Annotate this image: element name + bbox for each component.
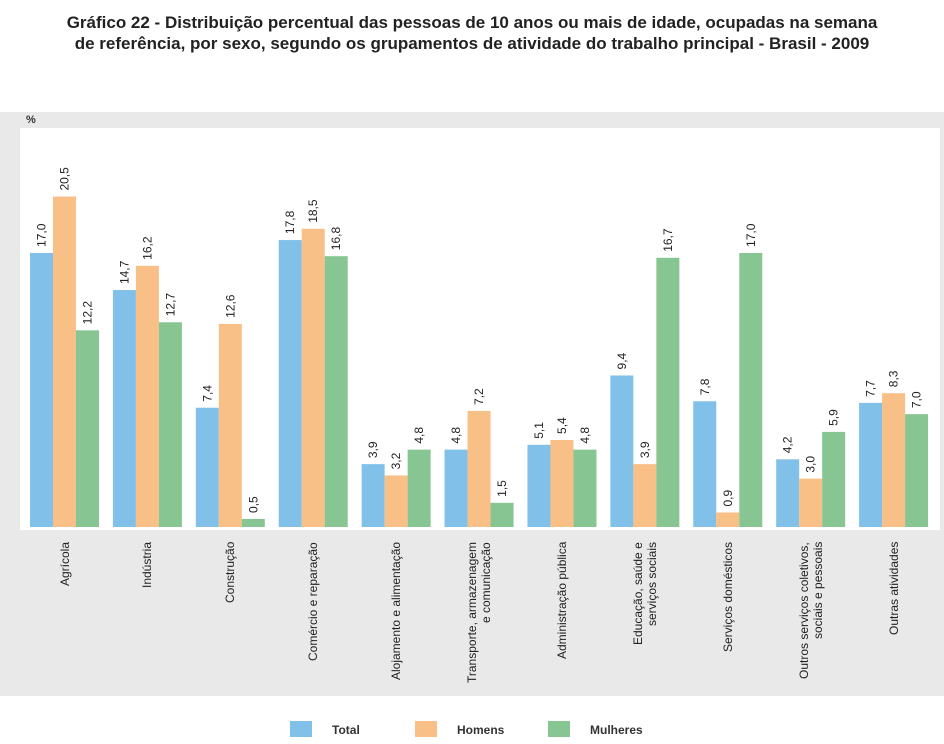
bar: [693, 401, 717, 527]
x-tick-label: Outros serviços coletivos, sociais e pes…: [796, 542, 825, 679]
value-label: 1,5: [495, 480, 509, 497]
value-label: 3,9: [366, 441, 380, 458]
value-label: 3,2: [389, 452, 403, 469]
bar: [716, 512, 740, 527]
value-label: 9,4: [615, 352, 629, 369]
bar: [776, 459, 800, 527]
x-tick-label: Serviços domésticos: [720, 542, 735, 653]
value-label: 0,9: [721, 489, 735, 506]
value-label: 17,8: [283, 210, 297, 234]
bar: [882, 393, 906, 527]
bar: [905, 414, 929, 527]
bar: [324, 256, 348, 527]
legend-swatch: [290, 721, 312, 737]
bar: [444, 449, 468, 527]
chart-title: Gráfico 22 - Distribuição percentual das…: [66, 13, 878, 53]
bar: [490, 502, 514, 527]
value-label: 4,8: [578, 427, 592, 444]
bar: [573, 449, 597, 527]
value-label: 20,5: [58, 167, 72, 191]
value-label: 3,9: [638, 441, 652, 458]
bar: [135, 265, 159, 527]
x-tick-label: Comércio e reparação: [306, 542, 321, 661]
value-label: 17,0: [744, 223, 758, 247]
bar: [610, 375, 634, 527]
value-label: 17,0: [35, 223, 49, 247]
value-label: 12,7: [163, 293, 177, 317]
value-label: 4,2: [781, 436, 795, 453]
bar: [158, 322, 182, 527]
value-label: 14,7: [117, 260, 131, 284]
value-label: 12,6: [223, 294, 237, 318]
bar: [407, 449, 431, 527]
x-tick-label: Agrícola: [57, 542, 72, 587]
bar: [633, 464, 657, 527]
value-label: 7,8: [698, 378, 712, 395]
x-tick-label: Outras atividades: [886, 542, 901, 636]
value-label: 8,3: [887, 370, 901, 387]
value-label: 7,7: [864, 380, 878, 397]
value-label: 4,8: [412, 427, 426, 444]
legend-label: Mulheres: [590, 723, 643, 737]
x-tick-label: Educação, saúde e serviços sociais: [630, 542, 659, 645]
value-label: 12,2: [81, 301, 95, 325]
bar: [656, 257, 680, 527]
bar: [76, 330, 99, 527]
bar: [361, 464, 385, 527]
value-label: 7,4: [200, 385, 214, 402]
value-label: 18,5: [306, 199, 320, 223]
bar: [859, 402, 883, 527]
bar: [218, 323, 242, 527]
x-tick-label: Administração pública: [554, 542, 569, 660]
value-label: 5,4: [555, 417, 569, 434]
bar: [550, 439, 574, 527]
legend-label: Total: [332, 723, 360, 737]
bar: [822, 431, 846, 527]
bar: [112, 290, 136, 527]
bar: [53, 196, 76, 528]
value-label: 5,9: [827, 409, 841, 426]
value-label: 7,0: [910, 391, 924, 408]
legend-swatch: [548, 721, 570, 737]
y-axis-label: %: [26, 114, 36, 126]
value-label: 16,2: [140, 236, 154, 260]
bar: [384, 475, 408, 527]
bar: [30, 252, 53, 527]
value-label: 3,0: [804, 456, 818, 473]
bar: [241, 518, 265, 527]
bar: [467, 410, 491, 527]
bar: [278, 240, 302, 527]
value-label: 0,5: [246, 496, 260, 513]
bar: [799, 478, 823, 527]
value-label: 4,8: [449, 427, 463, 444]
bar: [527, 444, 551, 527]
bar: [195, 407, 219, 527]
bar: [739, 252, 763, 527]
x-tick-label: Transporte, armazenagem e comunicação: [465, 542, 494, 683]
legend-label: Homens: [457, 723, 505, 737]
value-label: 16,8: [329, 227, 343, 251]
x-tick-label: Alojamento e alimentação: [389, 542, 404, 681]
value-label: 5,1: [532, 422, 546, 439]
legend-swatch: [415, 721, 437, 737]
value-label: 7,2: [472, 388, 486, 405]
value-label: 16,7: [661, 228, 675, 252]
bar: [301, 228, 325, 527]
x-tick-label: Indústria: [140, 542, 155, 589]
x-tick-label: Construção: [223, 542, 238, 604]
